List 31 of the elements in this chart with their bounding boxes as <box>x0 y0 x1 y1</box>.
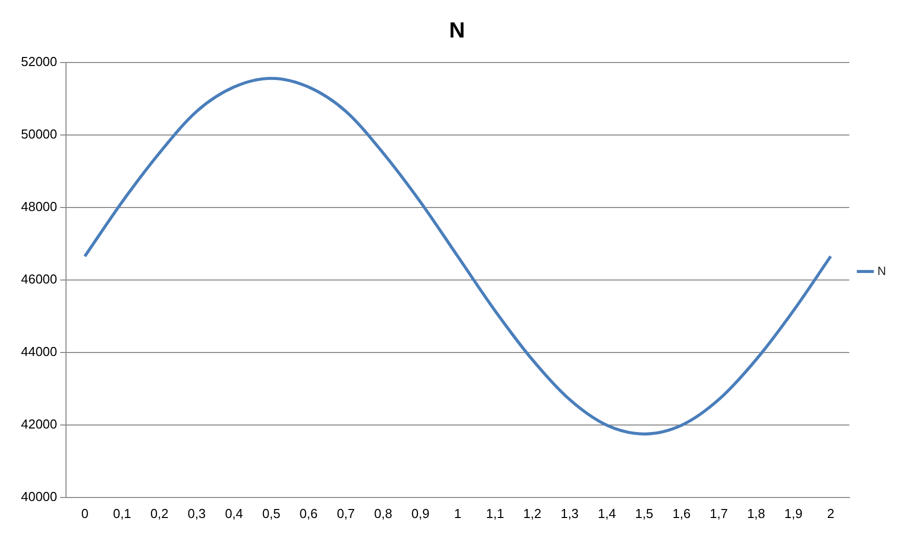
x-tick-label: 1,8 <box>747 506 766 521</box>
x-tick-label: 0,8 <box>374 506 392 521</box>
x-tick-label: 1,7 <box>710 506 728 521</box>
x-tick-label: 1,4 <box>598 506 616 521</box>
x-tick-label: 0,6 <box>300 506 318 521</box>
y-tick-label: 52000 <box>20 54 58 69</box>
x-tick-label: 1,2 <box>523 506 542 521</box>
y-tick-label: 50000 <box>20 126 58 142</box>
x-tick-label: 1,3 <box>560 506 579 521</box>
x-tick-label: 0,4 <box>224 506 244 521</box>
y-tick-label: 42000 <box>20 416 58 432</box>
x-tick-label: 0,5 <box>262 506 280 521</box>
x-tick-label: 1,9 <box>784 506 802 521</box>
chart-title: N <box>449 17 465 42</box>
y-tick-label: 46000 <box>20 271 58 286</box>
x-tick-label: 0,2 <box>150 506 168 521</box>
x-tick-label: 2 <box>827 506 834 521</box>
x-tick-label: 0,9 <box>411 506 430 521</box>
x-tick-label: 1,1 <box>486 506 504 521</box>
x-tick-label: 1,5 <box>635 506 654 521</box>
x-tick-label: 1 <box>454 506 462 521</box>
y-tick-label: 40000 <box>20 488 58 504</box>
legend-label: N <box>877 264 886 278</box>
y-tick-label: 48000 <box>20 198 58 214</box>
x-tick-label: 0,7 <box>336 506 355 521</box>
x-tick-label: 0,1 <box>113 506 132 521</box>
x-tick-label: 0,3 <box>188 506 206 521</box>
y-tick-label: 44000 <box>20 344 58 359</box>
x-tick-label: 0 <box>81 506 88 521</box>
line-series <box>83 76 832 436</box>
x-tick-label: 1,6 <box>672 506 691 521</box>
